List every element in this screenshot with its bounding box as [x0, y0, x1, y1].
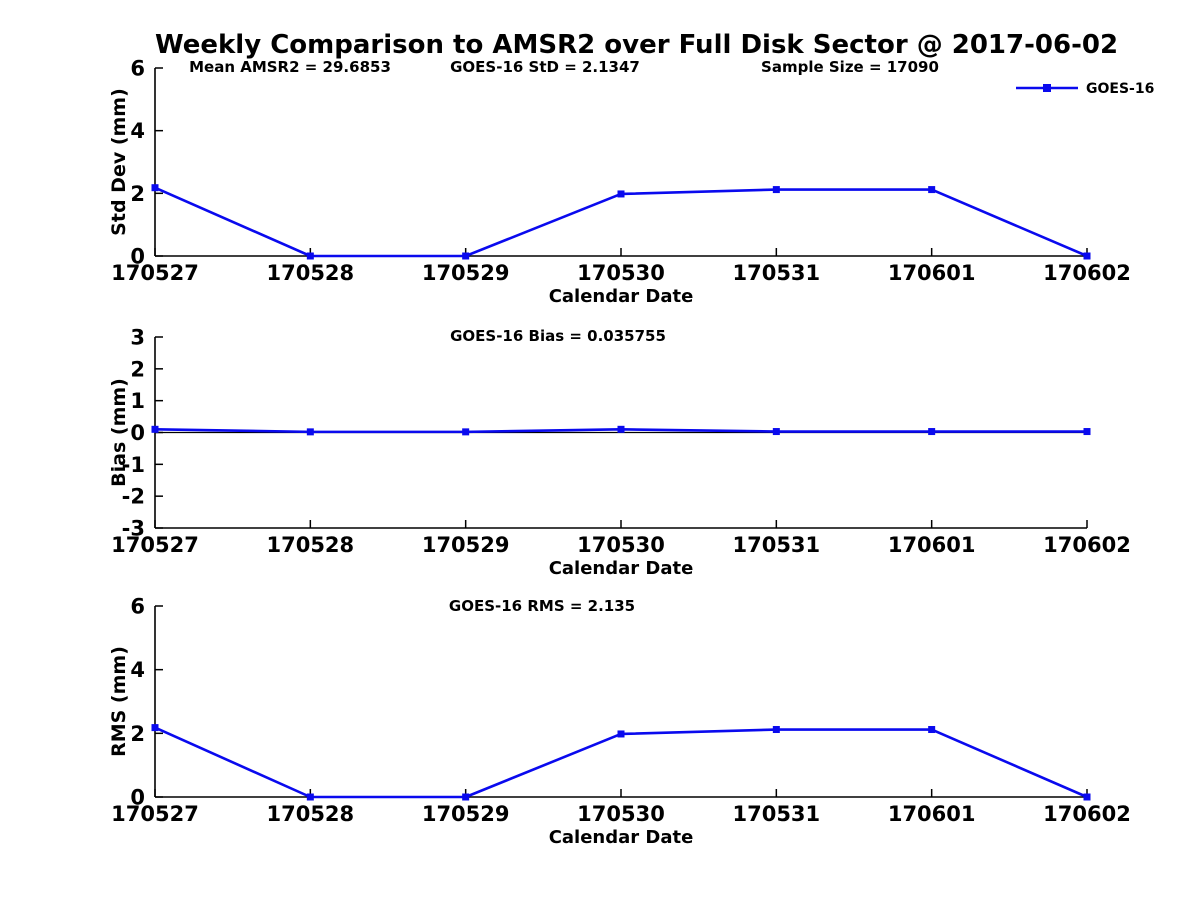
annotation-text: GOES-16 StD = 2.1347: [450, 58, 640, 76]
data-point-marker: [772, 186, 780, 194]
y-tick-label: 2: [130, 182, 145, 206]
y-tick-label: 6: [130, 57, 145, 81]
x-tick-label: 170531: [732, 533, 820, 557]
data-point-marker: [617, 730, 625, 738]
data-point-marker: [928, 186, 936, 194]
x-tick-label: 170530: [577, 261, 665, 285]
data-point-marker: [928, 428, 936, 436]
x-tick-label: 170531: [732, 802, 820, 826]
y-tick-label: 2: [130, 357, 145, 381]
x-tick-label: 170601: [888, 802, 976, 826]
y-axis-label: Bias (mm): [108, 378, 130, 487]
series-line: [154, 186, 1088, 258]
x-tick-label: 170527: [111, 533, 199, 557]
annotation-text: Mean AMSR2 = 29.6853: [189, 58, 391, 76]
x-tick-label: 170529: [422, 533, 510, 557]
data-point-marker: [772, 726, 780, 734]
data-point-marker: [306, 252, 314, 260]
x-tick-label: 170527: [111, 261, 199, 285]
y-tick-label: 2: [130, 722, 145, 746]
x-tick-label: 170531: [732, 261, 820, 285]
annotation-text: Sample Size = 17090: [761, 58, 939, 76]
legend-marker: [1043, 84, 1051, 92]
y-tick-label: 0: [130, 245, 145, 269]
x-tick-label: 170602: [1043, 261, 1131, 285]
data-point-marker: [772, 428, 780, 436]
y-tick-label: 3: [130, 326, 145, 350]
x-tick-label: 170602: [1043, 802, 1131, 826]
data-point-marker: [151, 184, 159, 192]
data-point-marker: [1083, 428, 1091, 436]
y-tick-label: 6: [130, 595, 145, 619]
y-tick-label: 1: [130, 389, 145, 413]
x-tick-label: 170601: [888, 261, 976, 285]
x-tick-label: 170601: [888, 533, 976, 557]
y-tick-label: 0: [130, 786, 145, 810]
y-axis-label: Std Dev (mm): [108, 88, 130, 236]
annotation-text: GOES-16 Bias = 0.035755: [450, 327, 666, 345]
legend-label: GOES-16: [1086, 81, 1154, 97]
chart-title: Weekly Comparison to AMSR2 over Full Dis…: [155, 30, 1119, 60]
series-line: [154, 726, 1088, 799]
data-point-marker: [1083, 793, 1091, 801]
x-tick-label: 170528: [266, 261, 354, 285]
x-tick-label: 170529: [422, 802, 510, 826]
y-tick-label: 0: [130, 421, 145, 445]
data-point-marker: [306, 793, 314, 801]
x-tick-label: 170529: [422, 261, 510, 285]
y-tick-label: 4: [130, 119, 145, 143]
x-tick-label: 170530: [577, 802, 665, 826]
x-tick-label: 170530: [577, 533, 665, 557]
data-point-marker: [151, 724, 159, 732]
data-point-marker: [462, 428, 470, 436]
y-tick-label: -1: [122, 453, 145, 477]
data-point-marker: [306, 428, 314, 436]
data-point-marker: [1083, 252, 1091, 260]
data-point-marker: [151, 425, 159, 433]
y-tick-label: 4: [130, 658, 145, 682]
x-axis-label: Calendar Date: [549, 286, 694, 307]
data-point-marker: [462, 793, 470, 801]
x-tick-label: 170528: [266, 533, 354, 557]
y-tick-label: -3: [122, 517, 145, 541]
x-tick-label: 170528: [266, 802, 354, 826]
x-axis-label: Calendar Date: [549, 827, 694, 848]
y-tick-label: -2: [122, 485, 145, 509]
x-tick-label: 170527: [111, 802, 199, 826]
data-point-marker: [617, 190, 625, 198]
y-axis-label: RMS (mm): [108, 646, 130, 757]
data-point-marker: [928, 726, 936, 734]
data-point-marker: [462, 252, 470, 260]
annotation-text: GOES-16 RMS = 2.135: [449, 597, 635, 615]
x-tick-label: 170602: [1043, 533, 1131, 557]
x-axis-label: Calendar Date: [549, 558, 694, 579]
data-point-marker: [617, 425, 625, 433]
